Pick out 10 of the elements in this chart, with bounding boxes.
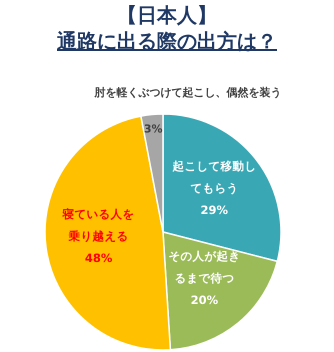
data-label: 20% (190, 293, 219, 308)
chart-subtitle: 通路に出る際の出方は？ (56, 29, 277, 53)
slice-label: 寝ている人を乗り越える (62, 207, 135, 244)
slice-label: 肘を軽くぶつけて起こし、偶然を装う (94, 86, 282, 99)
slice-label: 起こして移動してもらう (171, 159, 256, 196)
chart-title: 【日本人】 (117, 3, 217, 27)
data-label: 48% (84, 251, 113, 266)
data-label: 29% (200, 203, 229, 218)
slice-label: その人が起きるまで待つ (168, 249, 240, 286)
data-label: 3% (144, 122, 163, 136)
